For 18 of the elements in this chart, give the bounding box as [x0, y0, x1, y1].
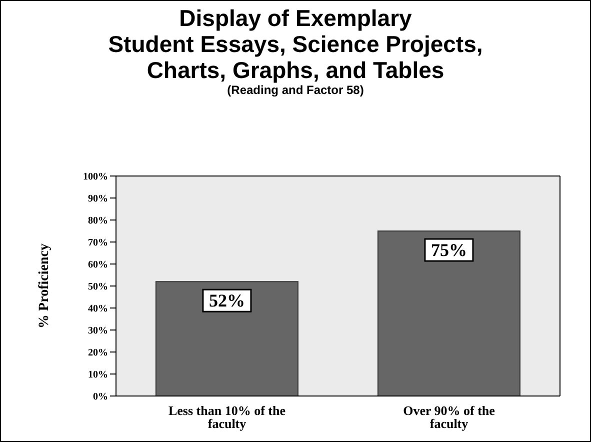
y-tick-label: 60% [88, 260, 108, 271]
y-tick-label: 0% [93, 392, 108, 403]
x-tick-label: Less than 10% of the faculty [168, 403, 286, 432]
y-tick-label: 20% [88, 348, 108, 359]
data-label: 52% [208, 290, 245, 311]
y-tick-label: 80% [88, 216, 108, 227]
y-tick-label: 90% [88, 194, 108, 205]
x-tick-label: Over 90% of the faculty [403, 403, 496, 432]
y-tick-label: 100% [83, 172, 108, 183]
y-tick-label: 50% [88, 282, 108, 293]
data-label: 75% [430, 240, 467, 260]
chart-title: Display of Exemplary Student Essays, Science Projects, Charts, Graphs, and Tables [107, 5, 484, 83]
chart-subtitle: (Reading and Factor 58) [226, 83, 365, 97]
y-tick-label: 70% [88, 238, 108, 249]
y-tick-label: 30% [88, 326, 108, 337]
y-tick-label: 10% [88, 370, 108, 381]
y-axis-title: % Proficiency [36, 244, 52, 328]
y-tick-label: 40% [88, 304, 108, 315]
